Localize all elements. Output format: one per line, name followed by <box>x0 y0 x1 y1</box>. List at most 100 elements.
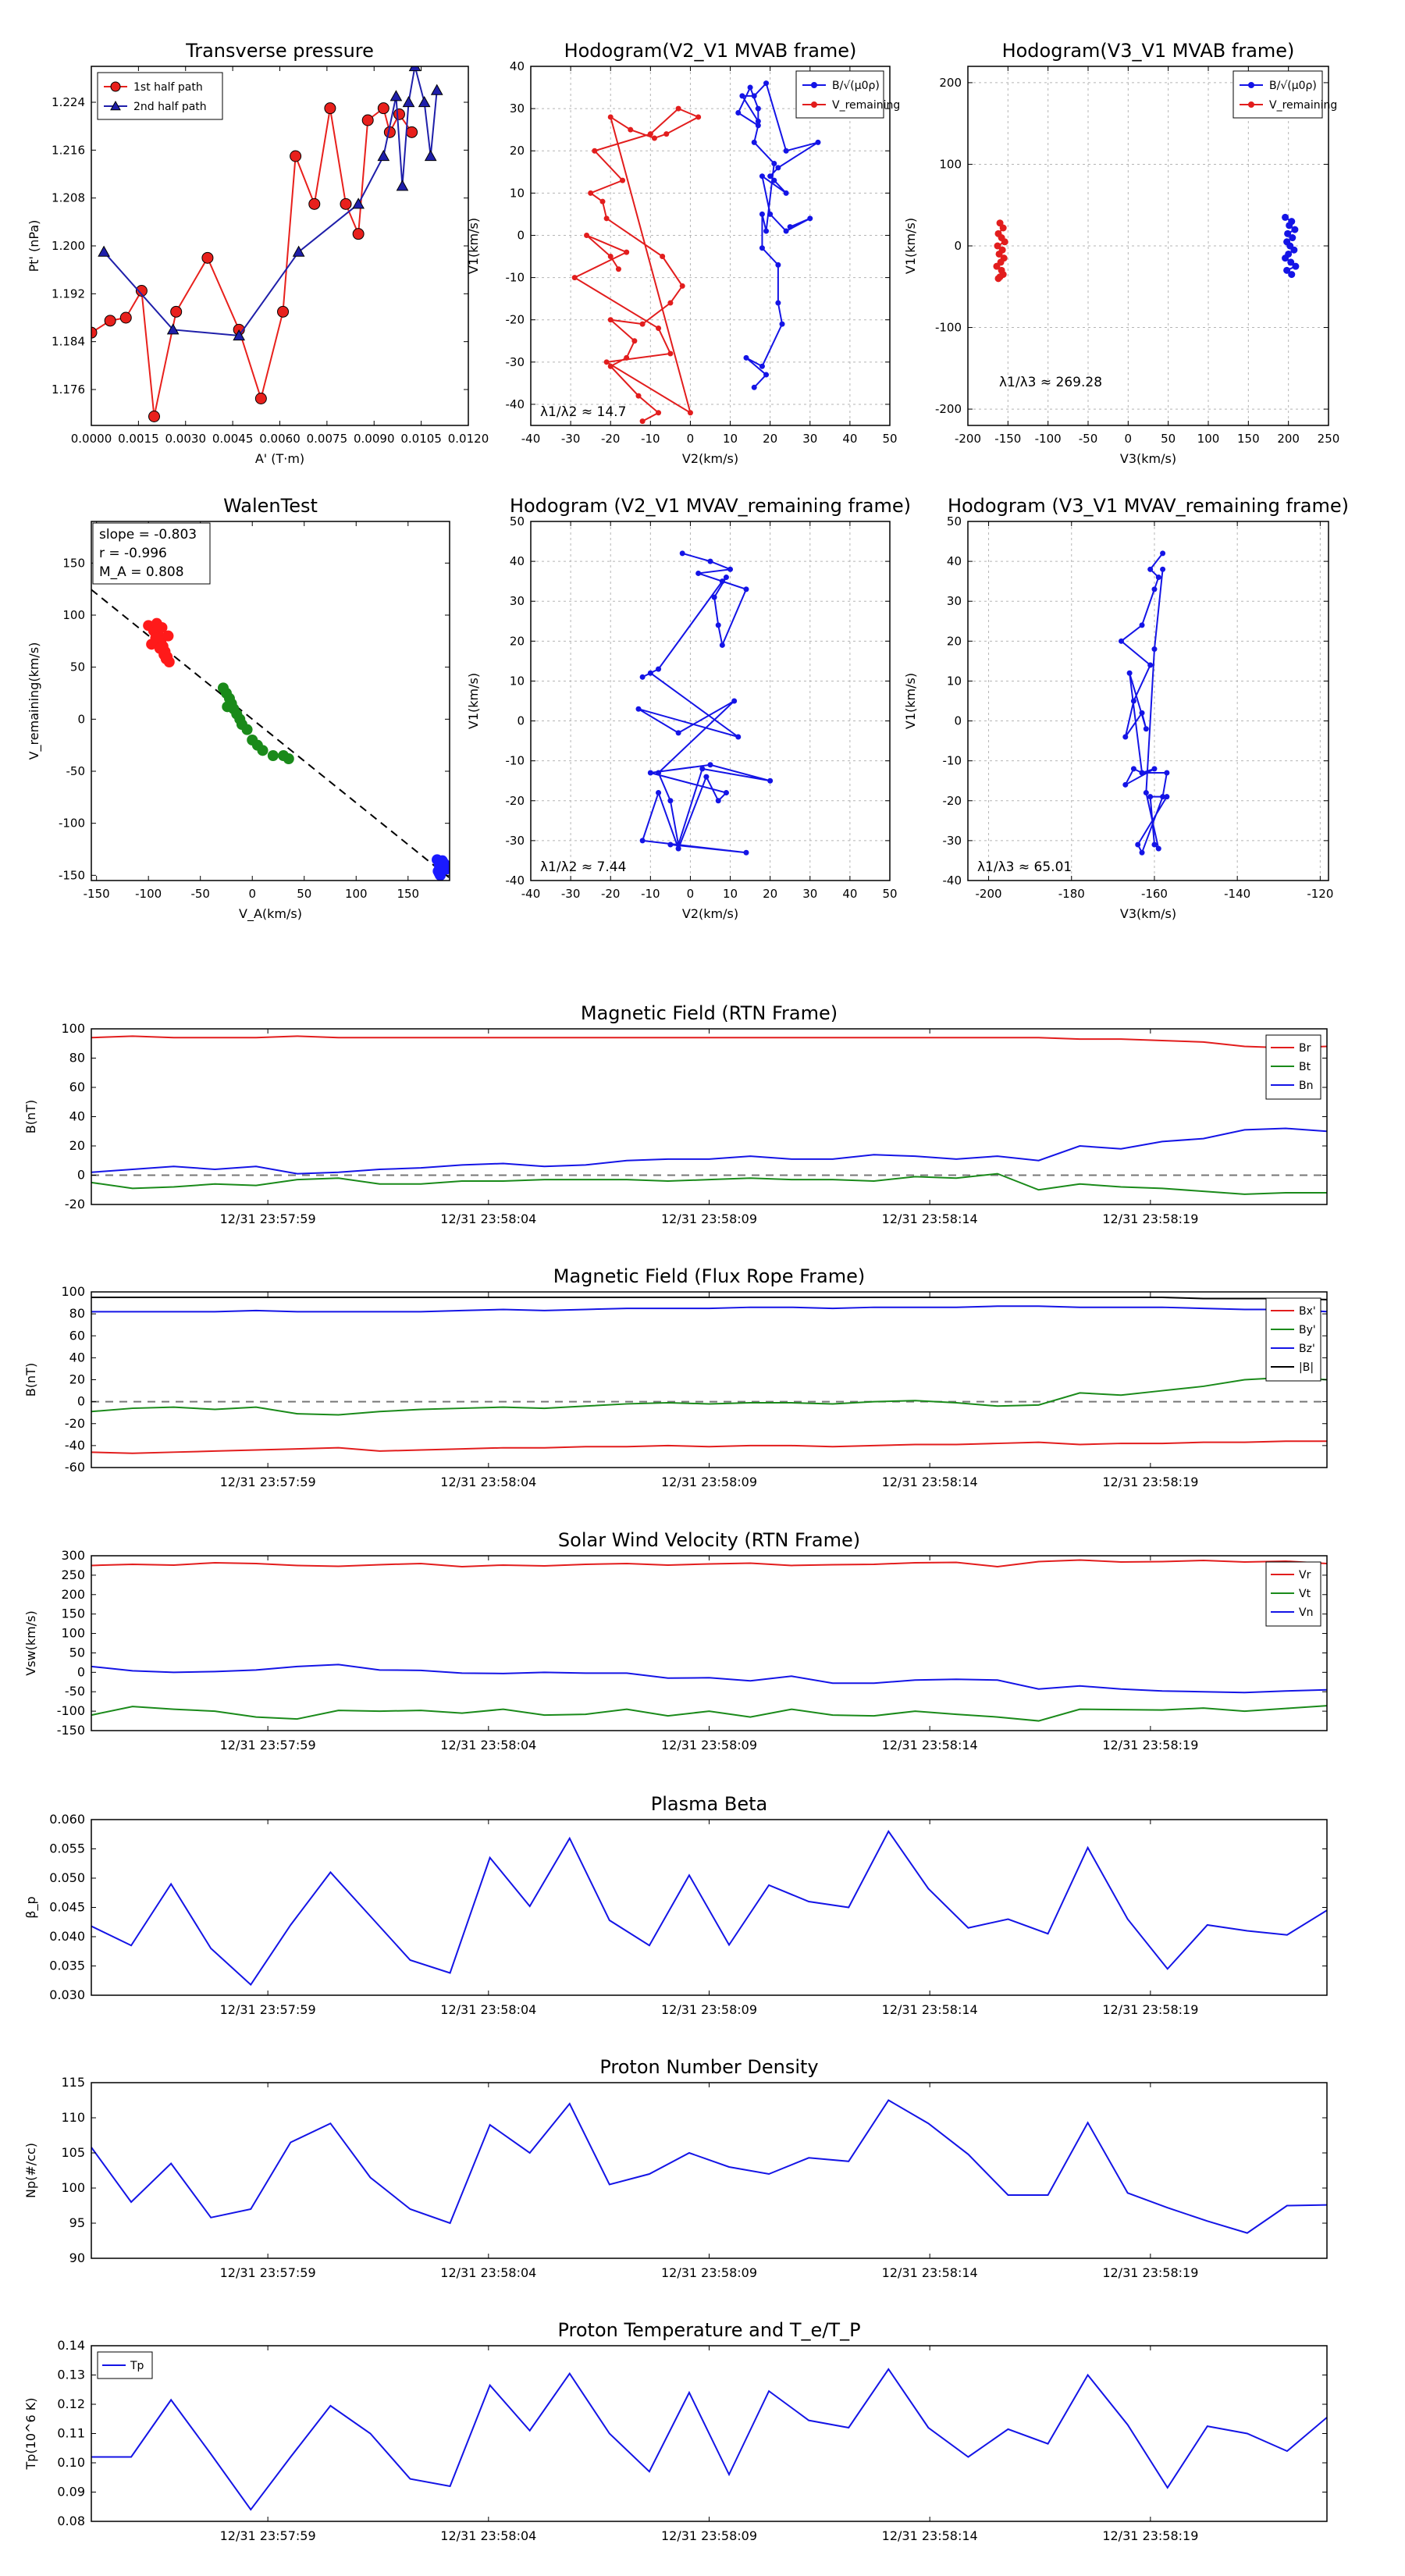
x-tick-label: 0.0015 <box>118 432 159 446</box>
y-tick-label: 1.184 <box>52 335 85 349</box>
y-tick-label: 1.224 <box>52 95 85 109</box>
stats-box <box>92 522 211 585</box>
data-point <box>1160 566 1166 572</box>
data-point <box>166 323 180 335</box>
y-tick-label: 30 <box>947 594 962 608</box>
data-point <box>241 724 253 735</box>
data-point <box>308 197 321 210</box>
x-tick-label: 50 <box>1161 432 1176 446</box>
x-tick-label: 10 <box>723 887 738 901</box>
data-point <box>663 131 670 137</box>
x-tick-label: -30 <box>561 887 581 901</box>
chart-walen: -150 -100 -50 0 50 100 150 -150 -100 -50 0 50 100 150… <box>27 495 450 922</box>
data-point <box>735 734 742 740</box>
y-tick-label: 0 <box>517 714 525 728</box>
plot-frame <box>91 2082 1328 2259</box>
plot-area <box>91 1297 1327 1454</box>
plot-frame <box>91 1291 1328 1468</box>
data-point <box>751 93 757 99</box>
data-point <box>442 860 450 872</box>
chart-title: Proton Number Density <box>599 2056 818 2078</box>
legend-label: B/√(μ0ρ) <box>832 80 880 92</box>
data-point <box>1143 790 1149 796</box>
plot-area <box>91 1559 1327 1722</box>
legend-marker <box>110 100 121 111</box>
data-point <box>735 110 742 116</box>
x-axis-label: V_A(km/s) <box>239 906 302 922</box>
x-tick-label: 12/31 23:57:59 <box>220 2528 316 2543</box>
legend-label: By' <box>1299 1324 1316 1336</box>
y-axis-label: B(nT) <box>23 1363 38 1397</box>
x-tick-label: 12/31 23:58:19 <box>1102 2528 1198 2543</box>
y-tick-label: 80 <box>69 1051 85 1066</box>
data-point <box>1289 234 1297 242</box>
data-point <box>675 730 681 736</box>
x-tick-label: 0.0075 <box>307 432 348 446</box>
data-point <box>675 841 681 848</box>
data-point <box>1282 213 1289 221</box>
x-tick-label: -40 <box>521 887 541 901</box>
series-line <box>91 2099 1327 2234</box>
x-tick-label: -200 <box>976 887 1002 901</box>
data-point <box>667 300 674 306</box>
x-axis-label: V3(km/s) <box>1120 906 1176 921</box>
data-point <box>715 622 721 628</box>
x-tick-label: -50 <box>1079 432 1098 446</box>
x-tick-label: 20 <box>763 887 777 901</box>
data-point <box>377 149 390 162</box>
data-point <box>993 262 1001 270</box>
y-axis-label: Pt' (nPa) <box>27 220 41 272</box>
data-point <box>361 114 374 126</box>
data-point <box>402 95 415 108</box>
data-point <box>656 326 662 332</box>
data-point <box>647 770 653 776</box>
data-point <box>656 410 662 416</box>
legend-label: Vt <box>1299 1588 1311 1600</box>
y-tick-label: 90 <box>69 2250 85 2265</box>
stats-line: slope = -0.803 <box>99 527 197 543</box>
y-axis-label: V_remaining(km/s) <box>27 642 42 760</box>
stats-line: r = -0.996 <box>99 546 167 561</box>
data-point <box>148 411 160 422</box>
data-point <box>775 165 781 171</box>
x-tick-label: 12/31 23:58:09 <box>661 2528 757 2543</box>
data-point <box>999 224 1007 232</box>
x-tick-label: 0 <box>687 887 695 901</box>
x-tick-label: -120 <box>1307 887 1333 901</box>
data-point <box>620 177 626 183</box>
series-line <box>91 2368 1327 2511</box>
y-tick-label: -20 <box>943 794 962 808</box>
series-line <box>91 1172 1327 1195</box>
data-point <box>759 211 765 217</box>
data-point <box>162 630 174 642</box>
y-tick-label: -50 <box>66 764 86 778</box>
y-tick-label: 20 <box>69 1372 85 1387</box>
data-point <box>751 384 757 390</box>
y-tick-label: 50 <box>510 514 525 528</box>
data-point <box>775 300 781 306</box>
chart-title: Plasma Beta <box>651 1793 767 1815</box>
x-tick-label: 12/31 23:58:09 <box>661 1738 757 1752</box>
y-tick-label: -20 <box>65 1416 85 1431</box>
series-line <box>91 106 413 417</box>
plot-area <box>91 589 450 881</box>
series-line <box>91 1297 1327 1300</box>
data-point <box>723 790 729 796</box>
x-tick-label: -100 <box>135 887 162 901</box>
data-point <box>104 315 116 327</box>
data-point <box>763 80 770 87</box>
x-tick-label: -20 <box>601 432 621 446</box>
data-point <box>763 228 770 234</box>
y-tick-label: 300 <box>61 1548 85 1563</box>
x-tick-label: 12/31 23:58:09 <box>661 1212 757 1226</box>
y-tick-label: 95 <box>69 2215 85 2230</box>
data-point <box>667 350 674 357</box>
data-point <box>1151 841 1158 848</box>
x-tick-label: -160 <box>1141 887 1168 901</box>
y-tick-label: 1.208 <box>52 191 85 205</box>
data-point <box>775 262 781 268</box>
y-tick-label: 200 <box>939 76 962 90</box>
y-tick-label: -40 <box>506 397 525 411</box>
y-tick-label: -40 <box>506 873 525 888</box>
data-point <box>283 753 294 764</box>
